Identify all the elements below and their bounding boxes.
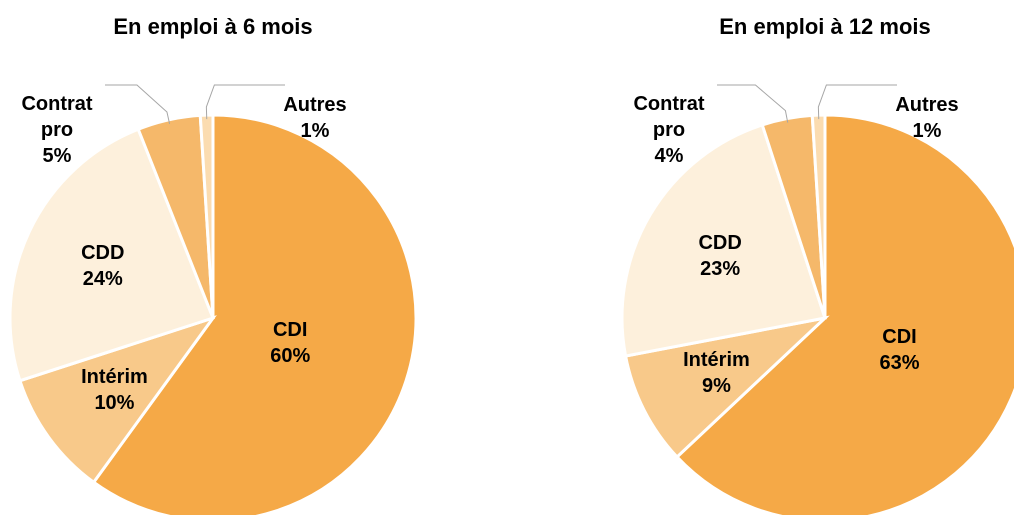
pie-slice [18,315,217,485]
slice-value: 60% [270,345,311,368]
slice-value: 24% [82,268,123,291]
leader-line [817,84,897,120]
leader-line [205,84,285,120]
slice-value: 1% [912,120,942,142]
slice-value: 1% [300,120,330,142]
slice-value: 63% [879,352,920,375]
slice-label: Autres 1% [270,92,360,144]
slice-label: CDD 24% [53,240,153,292]
slice-label: Autres 1% [882,92,972,144]
slice-label: Intérim 9% [666,347,766,399]
leader-line [717,84,789,123]
pie-slice [620,123,827,358]
chart-title: En emploi à 12 mois [719,14,931,39]
slice-category: Autres [895,94,959,116]
slice-label: CDI 60% [240,317,340,369]
slice-category: Intérim [81,365,148,388]
pie-slice [623,315,830,460]
slice-value: 9% [702,375,731,398]
pie-slice [674,113,1014,515]
slice-category: Contrat pro [633,93,705,141]
slice-label: Contrat pro 5% [12,91,102,169]
slice-category: Intérim [683,349,750,372]
leader-line [105,84,171,124]
slice-value: 5% [42,145,72,167]
slice-label: Intérim 10% [64,364,164,416]
slice-label: Contrat pro 4% [624,91,714,169]
pie-slice [91,113,418,515]
slice-label: CDD 23% [670,230,770,282]
slice-category: Contrat pro [21,93,93,141]
slice-category: CDD [81,242,125,265]
slice-value: 4% [654,145,684,167]
slice-value: 10% [94,391,135,414]
slice-category: CDI [882,326,917,349]
chart-title: En emploi à 6 mois [113,14,313,39]
slice-value: 23% [700,257,741,280]
slice-category: CDD [698,231,742,254]
slice-category: Autres [283,94,347,116]
slice-label: CDI 63% [850,324,950,376]
slice-category: CDI [272,319,308,342]
